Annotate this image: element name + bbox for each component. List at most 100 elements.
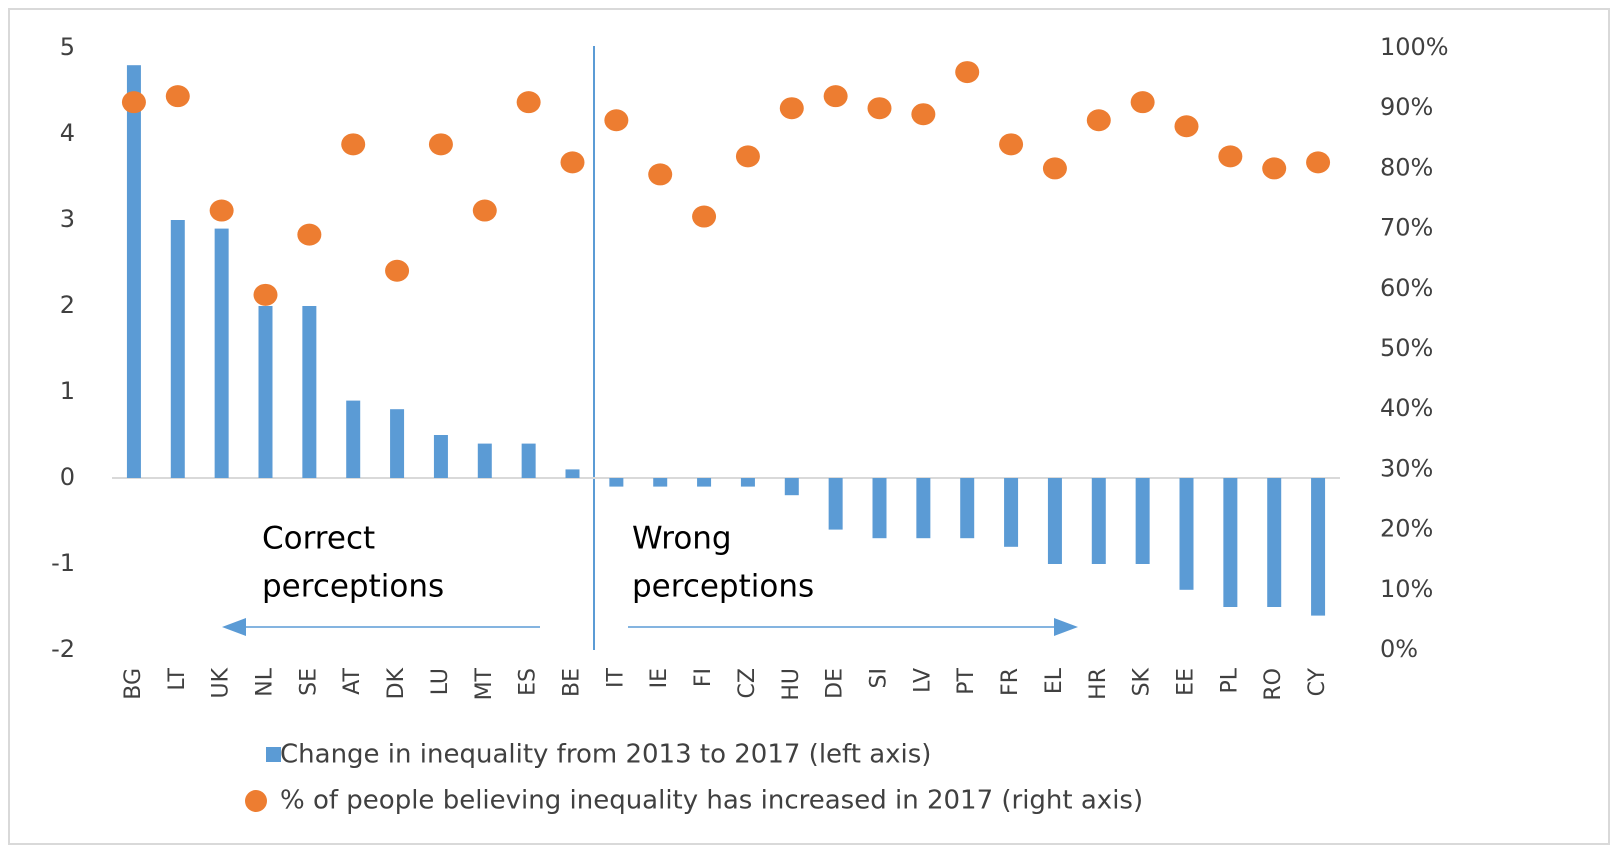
bar (1311, 478, 1326, 616)
x-tick-label: SE (296, 668, 321, 696)
x-tick-label: IT (603, 667, 628, 687)
y2-tick-label: 50% (1380, 334, 1433, 362)
dot (779, 97, 804, 120)
y2-tick-label: 60% (1380, 274, 1433, 302)
y2-tick-label: 0% (1380, 635, 1418, 663)
y2-tick-label: 20% (1380, 515, 1433, 543)
dot (516, 91, 541, 114)
dot (1086, 109, 1111, 132)
x-tick-label: BG (121, 668, 146, 700)
y2-tick-label: 70% (1380, 214, 1433, 242)
bar (1223, 478, 1238, 607)
dot (1174, 115, 1199, 138)
bar (433, 435, 448, 478)
dot (472, 199, 497, 222)
dot (735, 145, 760, 168)
legend-swatch (245, 790, 267, 812)
y-tick-label: -1 (51, 549, 75, 577)
dot (604, 109, 629, 132)
bar (565, 469, 580, 478)
dot (648, 163, 673, 186)
bar (214, 228, 229, 478)
bar (697, 478, 712, 487)
left-arrowhead (222, 618, 246, 636)
dot (911, 103, 936, 126)
bar (390, 409, 405, 478)
dot (428, 133, 453, 156)
x-tick-label: LU (428, 668, 453, 695)
y2-tick-label: 30% (1380, 454, 1433, 482)
x-tick-label: SK (1130, 667, 1155, 696)
bar (653, 478, 668, 487)
dot (999, 133, 1024, 156)
annotation: perceptions (262, 569, 444, 605)
y-tick-label: 5 (60, 33, 75, 61)
x-tick-label: FR (998, 668, 1023, 696)
bar (126, 65, 141, 478)
x-tick-label: CY (1305, 667, 1330, 696)
bar (170, 220, 185, 478)
bar (784, 478, 799, 496)
dot (823, 85, 848, 108)
dot (692, 205, 717, 228)
y-tick-label: 1 (60, 377, 75, 405)
bar (916, 478, 931, 539)
bar (1135, 478, 1150, 564)
x-tick-label: NL (253, 667, 278, 696)
y-tick-label: 2 (60, 291, 75, 319)
bar (258, 306, 273, 478)
dot (297, 223, 322, 246)
x-tick-label: LV (910, 668, 935, 693)
dot (121, 91, 146, 114)
bar (1179, 478, 1194, 590)
dot (867, 97, 892, 120)
bar (872, 478, 887, 539)
y-tick-label: 4 (60, 119, 75, 147)
x-tick-label: HU (779, 668, 804, 701)
x-tick-label: CZ (735, 668, 760, 698)
x-tick-label: UK (209, 667, 234, 698)
y2-tick-label: 10% (1380, 575, 1433, 603)
dot (385, 259, 410, 282)
x-tick-label: MT (472, 667, 497, 700)
dot (955, 61, 980, 84)
x-tick-label: EE (1174, 668, 1199, 696)
dot (1262, 157, 1287, 180)
dot (1130, 91, 1155, 114)
y2-tick-label: 100% (1380, 33, 1449, 61)
dot (209, 199, 234, 222)
x-tick-label: EL (1042, 667, 1067, 694)
annotation: Correct (262, 521, 375, 557)
legend-label: % of people believing inequality has inc… (280, 786, 1143, 816)
legend-swatch (266, 747, 281, 762)
bar (960, 478, 975, 539)
bar (1047, 478, 1062, 564)
dot (165, 85, 190, 108)
bar (477, 443, 492, 478)
dot (253, 283, 278, 306)
x-tick-label: BE (560, 668, 585, 697)
dot (341, 133, 366, 156)
x-tick-label: ES (516, 668, 541, 696)
x-tick-label: AT (340, 667, 365, 694)
x-tick-label: PL (1217, 667, 1242, 693)
chart-frame (8, 8, 1610, 845)
x-tick-label: FI (691, 668, 716, 687)
annotation: Wrong (632, 521, 732, 557)
legend-label: Change in inequality from 2013 to 2017 (… (280, 740, 931, 770)
bar (1267, 478, 1282, 607)
bar (1004, 478, 1019, 547)
x-tick-label: HR (1086, 668, 1111, 700)
y2-tick-label: 90% (1380, 93, 1433, 121)
y-tick-label: -2 (51, 635, 75, 663)
x-tick-label: RO (1261, 668, 1286, 701)
bar (521, 443, 536, 478)
y2-tick-label: 40% (1380, 394, 1433, 422)
bar (828, 478, 843, 530)
right-arrowhead (1054, 618, 1078, 636)
x-tick-label: DK (384, 667, 409, 699)
bar (609, 478, 624, 487)
dot (560, 151, 585, 174)
